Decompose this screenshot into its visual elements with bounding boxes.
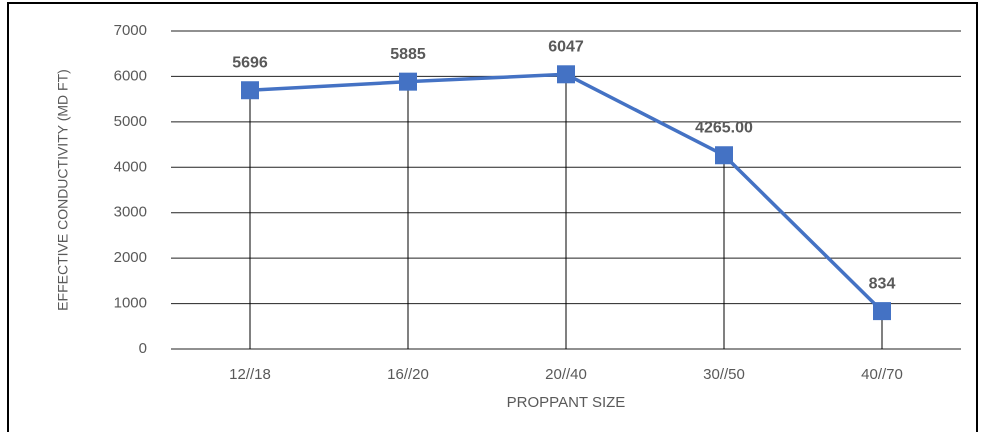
- y-tick-label: 7000: [114, 22, 147, 39]
- marker: [557, 65, 575, 84]
- value-label: 5696: [232, 54, 268, 71]
- x-tick-label: 12//18: [229, 366, 271, 383]
- value-label: 6047: [548, 39, 584, 56]
- y-tick-label: 4000: [114, 158, 147, 175]
- marker: [399, 72, 417, 91]
- marker: [241, 81, 259, 100]
- marker: [715, 146, 733, 165]
- x-tick-label: 16//20: [387, 366, 429, 383]
- y-tick-label: 0: [139, 340, 147, 357]
- y-axis-title: EFFECTIVE CONDUCTIVITY (MD FT): [55, 69, 71, 311]
- y-tick-label: 3000: [114, 204, 147, 221]
- x-tick-label: 30//50: [703, 366, 745, 383]
- marker: [873, 302, 891, 321]
- chart-frame: [7, 2, 978, 432]
- y-tick-label: 2000: [114, 249, 147, 266]
- x-tick-label: 40//70: [861, 366, 903, 383]
- y-tick-label: 5000: [114, 113, 147, 130]
- y-tick-label: 1000: [114, 295, 147, 312]
- value-label: 834: [869, 275, 896, 292]
- x-tick-label: 20//40: [545, 366, 587, 383]
- y-tick-label: 6000: [114, 67, 147, 84]
- value-label: 4265.00: [695, 119, 753, 136]
- value-label: 5885: [390, 46, 426, 63]
- x-axis-title: PROPPANT SIZE: [507, 394, 626, 411]
